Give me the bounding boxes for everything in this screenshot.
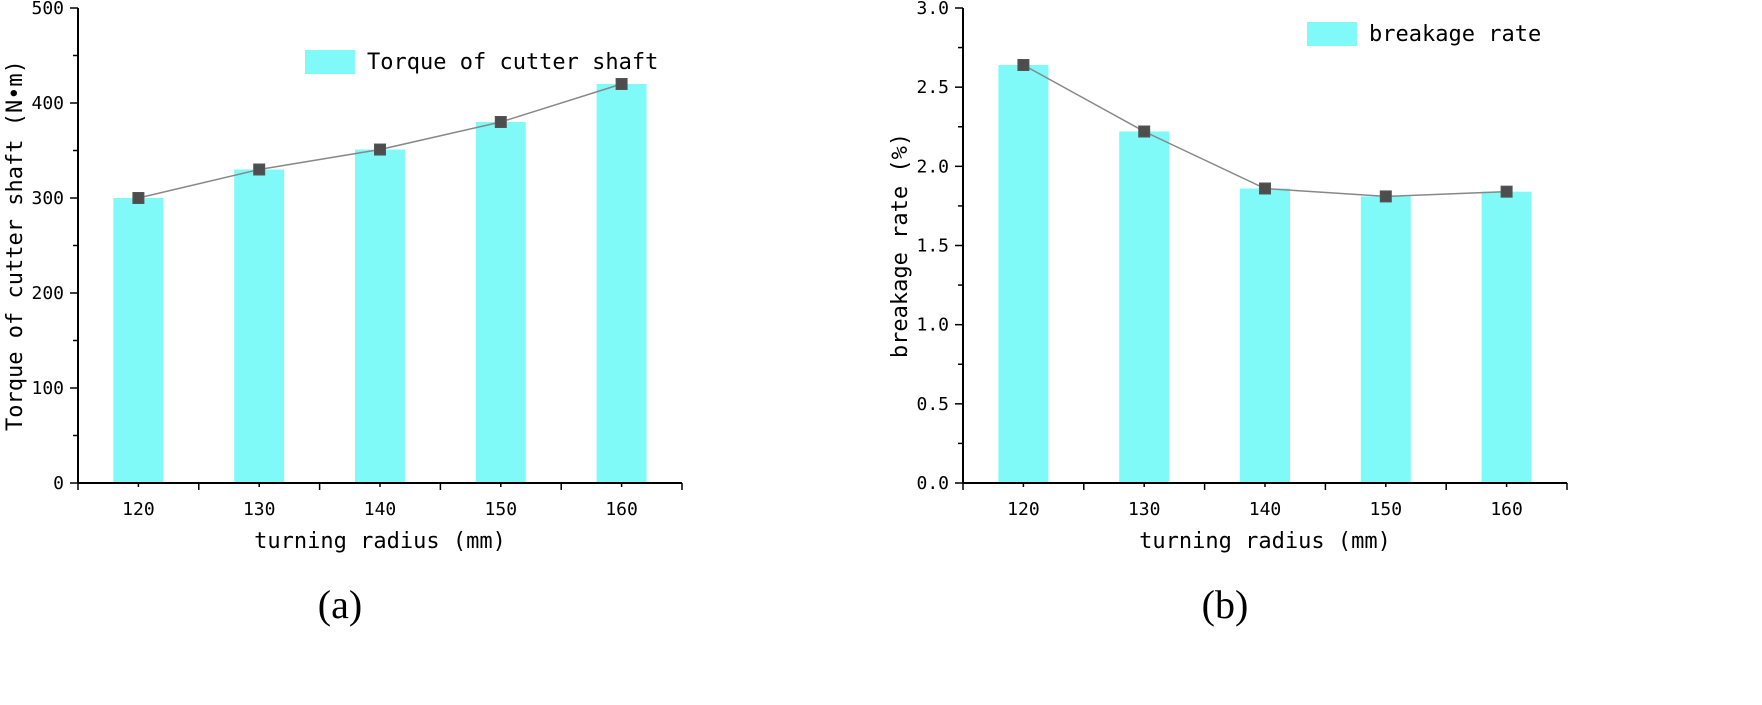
y-tick-label: 100	[31, 378, 64, 399]
panel-label: (b)	[1202, 582, 1249, 627]
bar-130	[234, 169, 285, 483]
bar-160	[1481, 191, 1532, 483]
x-tick-label: 130	[1128, 499, 1161, 520]
y-tick-label: 300	[31, 188, 64, 209]
y-tick-label: 0.0	[916, 473, 949, 494]
data-point-120	[132, 192, 145, 204]
bar-120	[113, 198, 164, 483]
y-tick-label: 200	[31, 283, 64, 304]
y-tick-label: 2.0	[916, 156, 949, 177]
x-tick-label: 120	[1007, 499, 1040, 520]
data-point-120	[1017, 59, 1030, 71]
y-tick-label: 3.0	[916, 0, 949, 19]
x-tick-label: 160	[1490, 499, 1523, 520]
data-point-150	[494, 116, 507, 128]
bar-140	[1240, 188, 1290, 483]
y-axis-title: Torque of cutter shaft (N•m)	[3, 60, 28, 431]
y-tick-label: 2.5	[916, 77, 949, 98]
x-tick-label: 150	[485, 499, 518, 520]
y-tick-label: 0.5	[916, 394, 949, 415]
x-tick-label: 120	[122, 499, 155, 520]
x-tick-label: 150	[1370, 499, 1403, 520]
legend-label: breakage rate	[1369, 22, 1541, 47]
y-axis-title: breakage rate (%)	[888, 133, 913, 358]
x-tick-label: 160	[605, 499, 638, 520]
y-tick-label: 1.0	[916, 315, 949, 336]
y-tick-label: 1.5	[916, 236, 949, 257]
x-axis-title: turning radius (mm)	[254, 529, 506, 554]
x-tick-label: 140	[1249, 499, 1282, 520]
data-point-140	[1259, 182, 1271, 195]
x-tick-label: 140	[364, 499, 397, 520]
bar-150	[1360, 196, 1411, 483]
y-tick-label: 0	[53, 473, 64, 494]
data-point-160	[615, 78, 628, 90]
y-tick-label: 500	[31, 0, 64, 19]
legend-swatch	[305, 50, 355, 74]
bar-130	[1119, 131, 1170, 483]
data-point-150	[1379, 190, 1392, 203]
bar-140	[355, 149, 405, 484]
x-tick-label: 130	[243, 499, 276, 520]
bar-160	[596, 84, 647, 483]
chart-panel-a: 0 100 200 300 400 500 120 130 140 150 160 turning r…	[3, 0, 683, 627]
x-axis-title: turning radius (mm)	[1139, 529, 1391, 554]
series-line	[1023, 64, 1507, 198]
panel-label: (a)	[318, 582, 362, 627]
legend-label: Torque of cutter shaft	[367, 50, 658, 75]
y-tick-label: 400	[31, 93, 64, 114]
data-point-140	[374, 143, 386, 156]
data-point-130	[1138, 125, 1151, 138]
chart-panel-b: 0.0 0.5 1.0 1.5 2.0 2.5 3.0 120 130 140 150 160 turn…	[888, 0, 1568, 627]
data-point-130	[253, 163, 266, 176]
bar-120	[998, 65, 1049, 483]
legend-swatch	[1307, 22, 1357, 46]
data-point-160	[1500, 185, 1513, 198]
bar-150	[475, 122, 526, 483]
